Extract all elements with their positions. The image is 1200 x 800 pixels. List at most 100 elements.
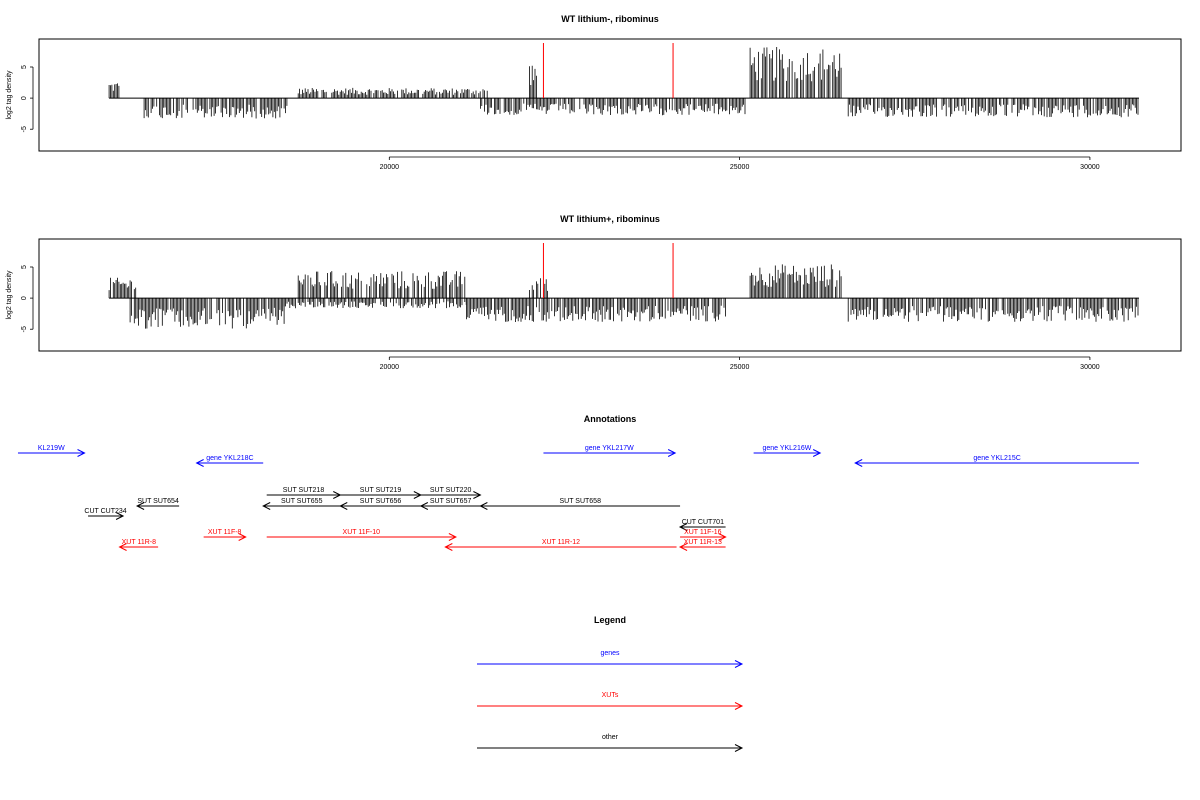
arrow-head bbox=[118, 543, 127, 551]
feature-label: SUT SUT658 bbox=[559, 498, 601, 505]
arrow-head bbox=[339, 502, 348, 510]
feature-label: KL219W bbox=[38, 445, 65, 452]
feature-label: SUT SUT656 bbox=[360, 498, 402, 505]
feature-arrow: XUT 11F-16 bbox=[680, 529, 727, 541]
feature-arrow: SUT SUT654 bbox=[135, 498, 180, 510]
feature-label: XUT 11R-12 bbox=[542, 539, 580, 546]
forward-density-bars bbox=[529, 65, 537, 99]
forward-density-bars bbox=[529, 278, 548, 299]
plot-frame bbox=[38, 38, 1182, 152]
feature-label: SUT SUT218 bbox=[283, 487, 325, 494]
arrow-head bbox=[419, 502, 429, 510]
feature-arrow: SUT SUT657 bbox=[419, 498, 481, 510]
feature-arrow: CUT CUT701 bbox=[678, 519, 726, 531]
feature-arrow: KL219W bbox=[17, 445, 86, 457]
arrow-head bbox=[444, 543, 453, 551]
feature-label: gene YKL215C bbox=[973, 455, 1020, 462]
legend-label: XUTs bbox=[602, 692, 619, 699]
marker-lines bbox=[542, 43, 674, 99]
density-bars bbox=[108, 264, 1139, 329]
feature-arrow: gene YKL217W bbox=[543, 445, 677, 457]
feature-label: CUT CUT234 bbox=[84, 508, 126, 515]
forward-density-bars bbox=[108, 83, 120, 99]
x-axis: 20000 25000 30000 bbox=[380, 356, 1100, 371]
y-tick-label: -5 bbox=[21, 126, 28, 132]
feature-label: gene YKL218C bbox=[206, 455, 253, 462]
reverse-density-bars bbox=[283, 298, 467, 309]
y-tick-label: 5 bbox=[21, 265, 28, 269]
panel-lithium-minus: WT lithium-, ribominus log2 tag density … bbox=[6, 14, 1182, 171]
arrow-head bbox=[448, 533, 457, 541]
x-tick-label: 25000 bbox=[730, 164, 750, 171]
arrow-head bbox=[734, 702, 744, 710]
feature-arrow: gene YKL218C bbox=[195, 455, 264, 467]
feature-arrow: XUT 11F-8 bbox=[203, 529, 247, 541]
arrow-head bbox=[473, 491, 482, 499]
y-tick-label: 5 bbox=[21, 65, 28, 69]
reverse-density-bars bbox=[143, 98, 288, 119]
feature-arrow: CUT CUT234 bbox=[84, 508, 127, 520]
feature-arrow: XUT 11R-12 bbox=[444, 539, 677, 551]
reverse-density-bars bbox=[847, 98, 1139, 118]
y-axis-label: log2 tag density bbox=[6, 70, 13, 120]
reverse-density-bars bbox=[480, 98, 746, 116]
feature-arrow: SUT SUT219 bbox=[340, 487, 422, 499]
density-bars bbox=[108, 47, 1139, 119]
y-tick-label: 0 bbox=[21, 296, 28, 300]
reverse-density-bars bbox=[847, 298, 1139, 322]
legend-label: other bbox=[602, 734, 619, 741]
x-tick-label: 20000 bbox=[380, 364, 400, 371]
feature-arrow: SUT SUT218 bbox=[266, 487, 342, 499]
feature-label: gene YKL217W bbox=[585, 445, 634, 452]
arrow-head bbox=[854, 459, 863, 467]
feature-label: XUT 11F-10 bbox=[343, 529, 381, 536]
legend-title: Legend bbox=[594, 615, 626, 625]
y-tick-label: 0 bbox=[21, 96, 28, 100]
marker-lines bbox=[542, 243, 674, 299]
x-tick-label: 25000 bbox=[730, 364, 750, 371]
feature-arrow: XUT 11F-10 bbox=[266, 529, 457, 541]
forward-density-bars bbox=[297, 87, 488, 99]
panel-title: WT lithium-, ribominus bbox=[561, 14, 659, 24]
arrow-head bbox=[667, 449, 677, 457]
feature-label: SUT SUT219 bbox=[360, 487, 402, 494]
feature-label: SUT SUT220 bbox=[430, 487, 472, 494]
feature-arrow: XUT 11R-13 bbox=[678, 539, 726, 551]
arrow-head bbox=[734, 660, 744, 668]
feature-label: XUT 11R-13 bbox=[684, 539, 722, 546]
feature-label: SUT SUT657 bbox=[430, 498, 472, 505]
feature-label: SUT SUT654 bbox=[137, 498, 179, 505]
panel-lithium-plus: WT lithium+, ribominus log2 tag density … bbox=[6, 214, 1182, 371]
y-axis: -5 0 5 bbox=[21, 265, 34, 332]
arrow-head bbox=[812, 449, 822, 457]
forward-density-bars bbox=[297, 271, 466, 299]
feature-label: XUT 11F-16 bbox=[684, 529, 722, 536]
feature-arrow: SUT SUT655 bbox=[262, 498, 341, 510]
reverse-density-bars bbox=[129, 298, 285, 329]
forward-density-bars bbox=[108, 277, 137, 299]
annotations-title: Annotations bbox=[584, 414, 637, 424]
arrow-head bbox=[678, 523, 688, 531]
x-tick-label: 30000 bbox=[1080, 164, 1100, 171]
arrow-head bbox=[678, 543, 688, 551]
legend-label: genes bbox=[600, 650, 620, 657]
feature-arrow: SUT SUT220 bbox=[420, 487, 482, 499]
forward-density-bars bbox=[749, 47, 842, 99]
arrow-head bbox=[262, 502, 271, 510]
feature-arrow: gene YKL215C bbox=[854, 455, 1139, 467]
feature-arrow: XUT 11R-8 bbox=[118, 539, 159, 551]
y-axis: -5 0 5 bbox=[21, 65, 34, 132]
forward-density-bars bbox=[749, 264, 842, 299]
feature-arrow: SUT SUT658 bbox=[479, 498, 681, 510]
x-tick-label: 20000 bbox=[380, 164, 400, 171]
arrow-head bbox=[77, 449, 86, 457]
arrow-head bbox=[734, 744, 744, 752]
arrow-head bbox=[238, 533, 247, 541]
arrow-head bbox=[479, 502, 488, 510]
feature-arrow: gene YKL216W bbox=[753, 445, 822, 457]
arrow-head bbox=[135, 502, 145, 510]
feature-label: SUT SUT655 bbox=[281, 498, 323, 505]
arrow-head bbox=[413, 491, 422, 499]
feature-label: XUT 11F-8 bbox=[208, 529, 242, 536]
